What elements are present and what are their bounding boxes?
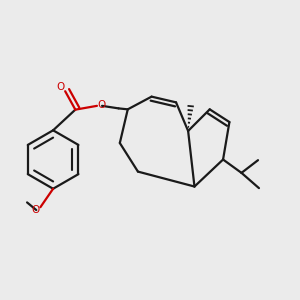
Text: O: O [97,100,106,110]
Text: O: O [57,82,65,92]
Text: O: O [32,205,40,215]
